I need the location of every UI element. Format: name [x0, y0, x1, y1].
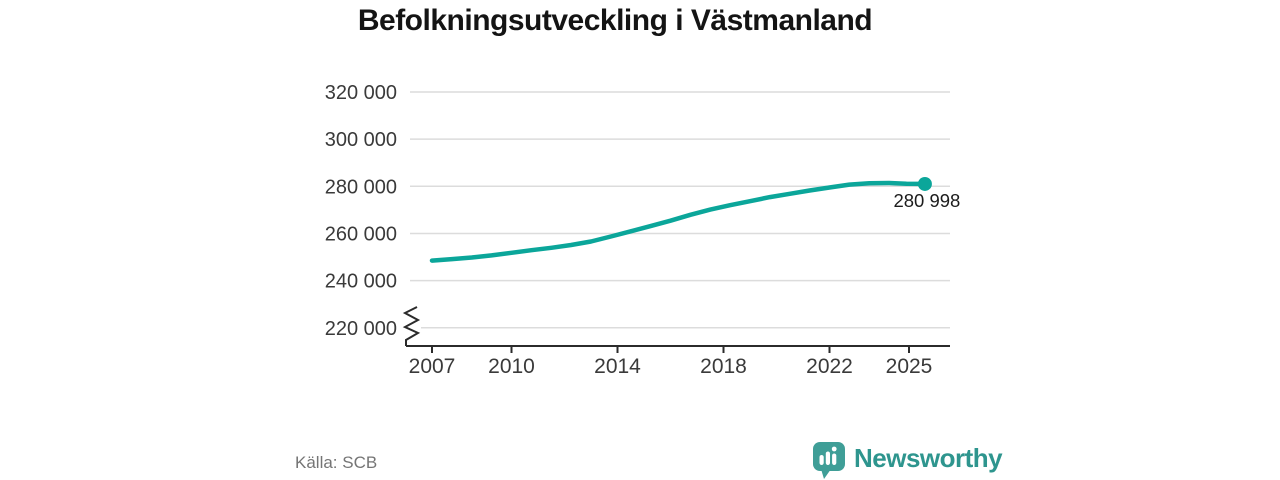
- chart-title: Befolkningsutveckling i Västmanland: [357, 4, 873, 37]
- y-tick-label: 220 000: [325, 318, 397, 340]
- y-tick-label: 280 000: [325, 176, 397, 198]
- axis-break-zigzag: [402, 306, 421, 346]
- newsworthy-logo: Newsworthy: [812, 441, 1003, 479]
- newsworthy-wordmark: Newsworthy: [854, 443, 1003, 473]
- x-tick-label: 2014: [594, 355, 641, 378]
- y-tick-label: 260 000: [325, 223, 397, 245]
- x-tick-label: 2018: [700, 355, 747, 378]
- y-tick-label: 240 000: [325, 271, 397, 293]
- x-tick-label: 2007: [409, 355, 456, 378]
- series-end-dot: [917, 176, 932, 191]
- y-tick-label: 300 000: [325, 129, 397, 151]
- source-note: Källa: SCB: [295, 453, 378, 472]
- population-line: [429, 180, 928, 263]
- y-tick-label: 320 000: [325, 82, 397, 104]
- x-tick-label: 2010: [488, 355, 535, 378]
- newsworthy-speech-bubble-bar-chart-icon: [813, 442, 845, 479]
- x-tick-label: 2022: [806, 355, 853, 378]
- series-end-value-label: 280 998: [893, 190, 960, 211]
- x-tick-label: 2025: [886, 355, 933, 378]
